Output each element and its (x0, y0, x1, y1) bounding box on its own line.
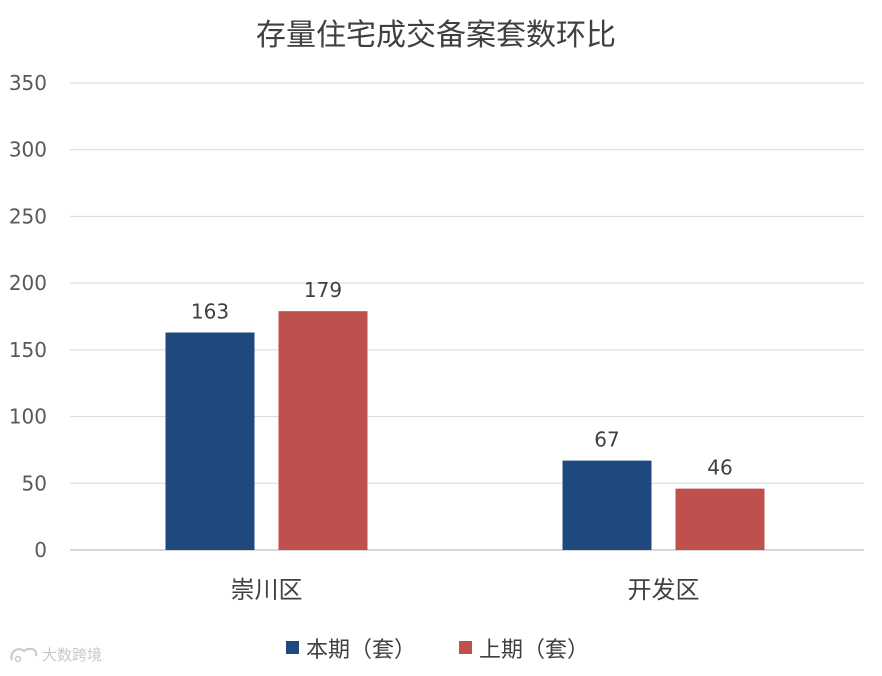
watermark-logo: 大数跨境 (10, 646, 102, 664)
x-category-label: 开发区 (628, 576, 700, 604)
watermark: 大数跨境 (6, 642, 126, 668)
y-tick-label: 50 (22, 471, 47, 495)
y-tick-label: 250 (9, 204, 47, 228)
legend-label: 本期（套） (306, 638, 416, 663)
data-label: 163 (191, 300, 229, 324)
bar (675, 488, 765, 550)
legend-label: 上期（套） (479, 638, 589, 663)
legend-swatch (286, 641, 299, 654)
y-tick-label: 300 (9, 138, 47, 162)
bars (165, 311, 765, 550)
legend-swatch (459, 641, 472, 654)
data-label: 179 (304, 278, 342, 302)
bar (165, 332, 255, 550)
y-tick-label: 200 (9, 271, 47, 295)
bar (278, 311, 368, 550)
data-label: 46 (707, 456, 732, 480)
y-tick-label: 150 (9, 338, 47, 362)
chart-title: 存量住宅成交备案套数环比 (256, 18, 616, 53)
y-tick-label: 100 (9, 405, 47, 429)
data-labels: 163 179 67 46 (191, 278, 733, 479)
data-label: 67 (594, 428, 619, 452)
x-axis-categories: 崇川区 开发区 (231, 576, 700, 604)
y-tick-label: 350 (9, 71, 47, 95)
watermark-text: 大数跨境 (42, 646, 102, 664)
y-tick-label: 0 (34, 538, 47, 562)
x-category-label: 崇川区 (231, 576, 303, 604)
y-axis-ticks: 0 50 100 150 200 250 300 350 (9, 71, 47, 562)
bar (562, 460, 652, 550)
legend: 本期（套） 上期（套） (286, 638, 589, 663)
